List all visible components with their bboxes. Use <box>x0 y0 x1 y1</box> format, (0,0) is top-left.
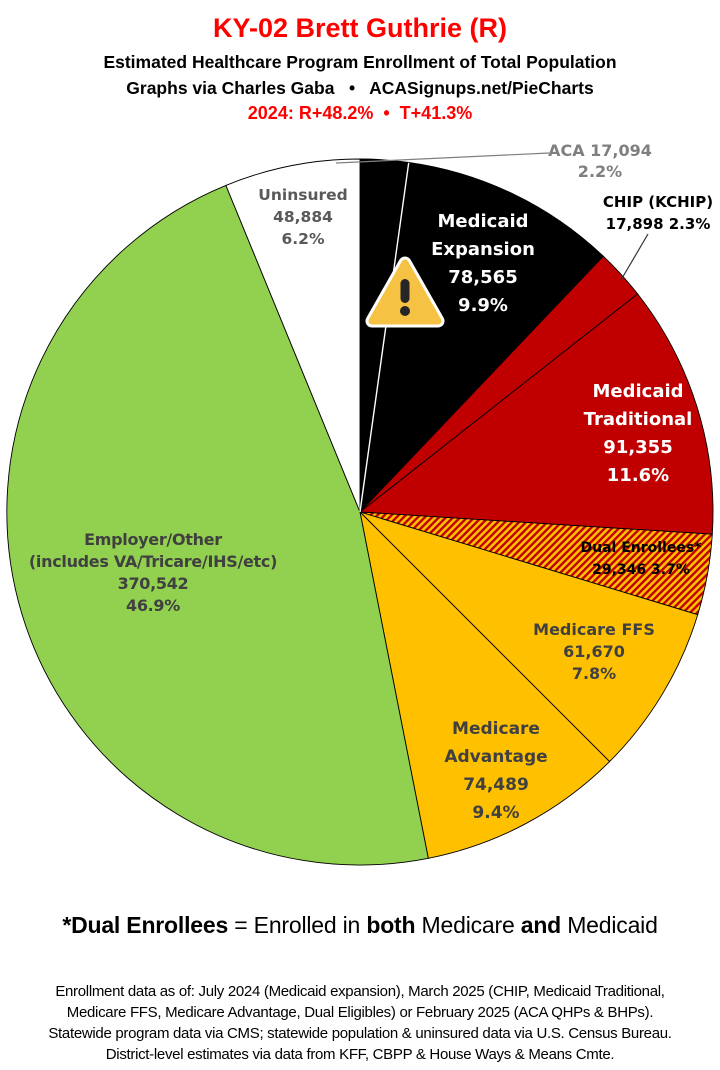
pie-slice-employer-other-includes-va-tricare-ihs-etc <box>6 184 429 866</box>
aca-expansion-divider <box>359 162 410 513</box>
attribution-line: Graphs via Charles Gaba • ACASignups.net… <box>126 78 594 98</box>
slice-label-employer-other: Employer/Other (includes VA/Tricare/IHS/e… <box>28 530 278 615</box>
slice-label-uninsured: Uninsured 48,884 6.2% <box>258 186 348 248</box>
slice-label-dual-enrollees: Dual Enrollees* 29,346 3.7% <box>580 540 702 578</box>
pie-slice-medicare-advantage <box>359 510 611 859</box>
slice-label-medicare-ffs: Medicare FFS 61,670 7.8% <box>533 620 655 683</box>
slice-label-medicare-advantage: Medicare Advantage 74,489 9.4% <box>444 719 548 823</box>
pie-slice-medicaid-traditional <box>358 293 714 535</box>
warning-triangle-icon <box>365 256 445 328</box>
partisan-lean-line: 2024: R+48.2% • T+41.3% <box>247 103 473 123</box>
slice-label-medicaid-traditional: Medicaid Traditional 91,355 11.6% <box>583 381 693 486</box>
pie-slice-uninsured <box>225 158 361 513</box>
pie-slices <box>6 158 714 866</box>
page-title: KY-02 Brett Guthrie (R) <box>212 13 508 43</box>
chart-subtitle: Estimated Healthcare Program Enrollment … <box>103 52 617 72</box>
slice-label-aca: ACA 17,094 2.2% <box>548 141 652 181</box>
aca-leader-line <box>335 152 550 164</box>
slice-label-chip: CHIP (KCHIP) 17,898 2.3% <box>602 193 714 233</box>
chip-leader-line <box>620 233 649 281</box>
slice-label-medicaid-expansion: Medicaid Expansion 78,565 9.9% <box>431 211 535 316</box>
pie-slice-medicaid-expansion <box>359 161 604 514</box>
pie-slice-medicare-ffs <box>359 511 699 763</box>
data-source-footer: Enrollment data as of: July 2024 (Medica… <box>48 983 672 1063</box>
dual-enrollees-note: *Dual Enrollees = Enrolled in both Medic… <box>62 912 658 938</box>
